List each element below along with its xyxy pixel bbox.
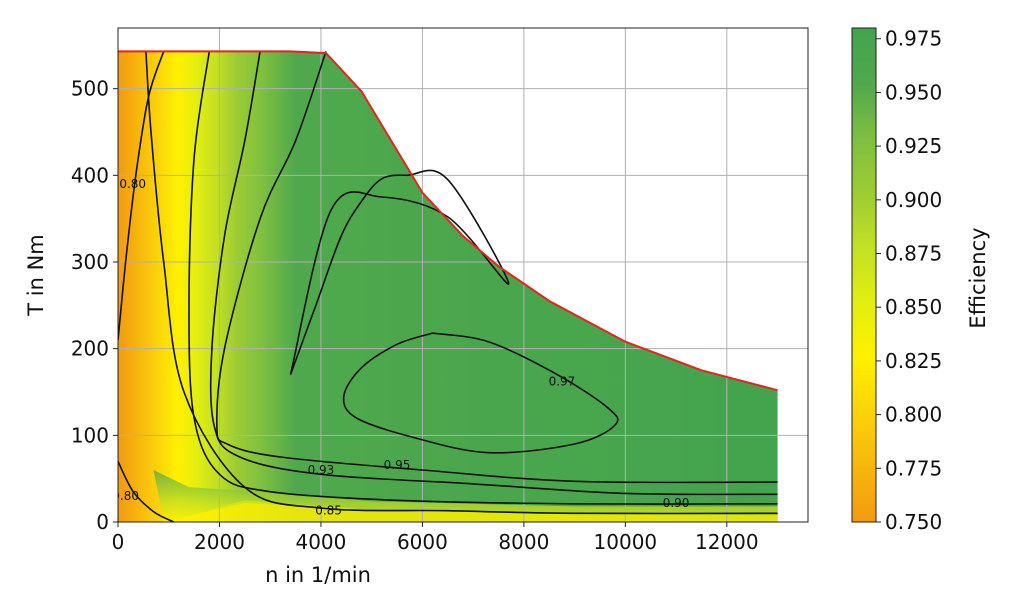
- contour-label: 0.80: [112, 489, 139, 503]
- y-tick-label: 0: [96, 510, 109, 534]
- plot-area: 0.80 0.80 0.85 0.90 0.93 0.95 0.97: [112, 27, 809, 523]
- x-axis: 0 2000 4000 6000 8000 10000 12000: [112, 522, 759, 554]
- contour-label: 0.80: [119, 177, 146, 191]
- x-tick-label: 12000: [695, 530, 759, 554]
- colorbar-tick-label: 0.975: [885, 27, 942, 51]
- colorbar-tick-label: 0.875: [885, 242, 942, 266]
- contour-line: [216, 51, 778, 484]
- y-tick-label: 400: [71, 163, 109, 187]
- x-axis-label: n in 1/min: [265, 563, 371, 587]
- x-tick-label: 10000: [594, 530, 658, 554]
- y-tick-label: 200: [71, 337, 109, 361]
- colorbar-tick-label: 0.825: [885, 349, 942, 373]
- x-tick-label: 4000: [295, 530, 346, 554]
- low-torque-band: [163, 500, 778, 522]
- colorbar-tick-label: 0.775: [885, 456, 942, 480]
- y-axis: 0 100 200 300 400 500: [71, 77, 118, 534]
- max-torque-envelope: [118, 50, 778, 392]
- contour-label: 0.93: [308, 463, 335, 477]
- x-tick-label: 0: [112, 530, 125, 554]
- contour-line: [118, 51, 165, 341]
- colorbar-tick-label: 0.800: [885, 403, 942, 427]
- contour-line: [118, 460, 175, 522]
- contour-label: 0.85: [315, 504, 342, 518]
- contour-line: [209, 51, 778, 496]
- contour-line: [188, 51, 778, 505]
- colorbar-tick-label: 0.950: [885, 80, 942, 104]
- contour-label: 0.90: [663, 496, 690, 510]
- plot-frame: [117, 27, 809, 523]
- x-tick-label: 6000: [397, 530, 448, 554]
- colorbar-tick-label: 0.925: [885, 134, 942, 158]
- contour-label: 0.97: [549, 375, 576, 389]
- colorbar-label: Efficiency: [966, 227, 990, 328]
- colorbar-tick-label: 0.850: [885, 295, 942, 319]
- colorbar-ticks: 0.750 0.775 0.800 0.825 0.850 0.875 0.900 0.925…: [876, 27, 942, 534]
- contour-line: [145, 51, 778, 515]
- low-torque-transition: [153, 470, 778, 522]
- colorbar-tick-label: 0.750: [885, 510, 942, 534]
- colorbar: 0.750 0.775 0.800 0.825 0.850 0.875 0.900 0.925…: [851, 27, 990, 534]
- max-torque-line: [118, 50, 778, 392]
- colorbar-tick-label: 0.900: [885, 188, 942, 212]
- contour-line: [289, 169, 510, 375]
- y-axis-label: T in Nm: [24, 234, 48, 317]
- contour-lines: 0.80 0.80 0.85 0.90 0.93 0.95 0.97: [112, 51, 778, 522]
- contour-line: [342, 332, 619, 454]
- colorbar-gradient: [851, 27, 877, 523]
- y-tick-label: 100: [71, 423, 109, 447]
- y-tick-label: 300: [71, 250, 109, 274]
- contour-label: 0.95: [384, 458, 411, 472]
- x-tick-label: 2000: [194, 530, 245, 554]
- y-tick-label: 500: [71, 77, 109, 101]
- x-tick-label: 8000: [498, 530, 549, 554]
